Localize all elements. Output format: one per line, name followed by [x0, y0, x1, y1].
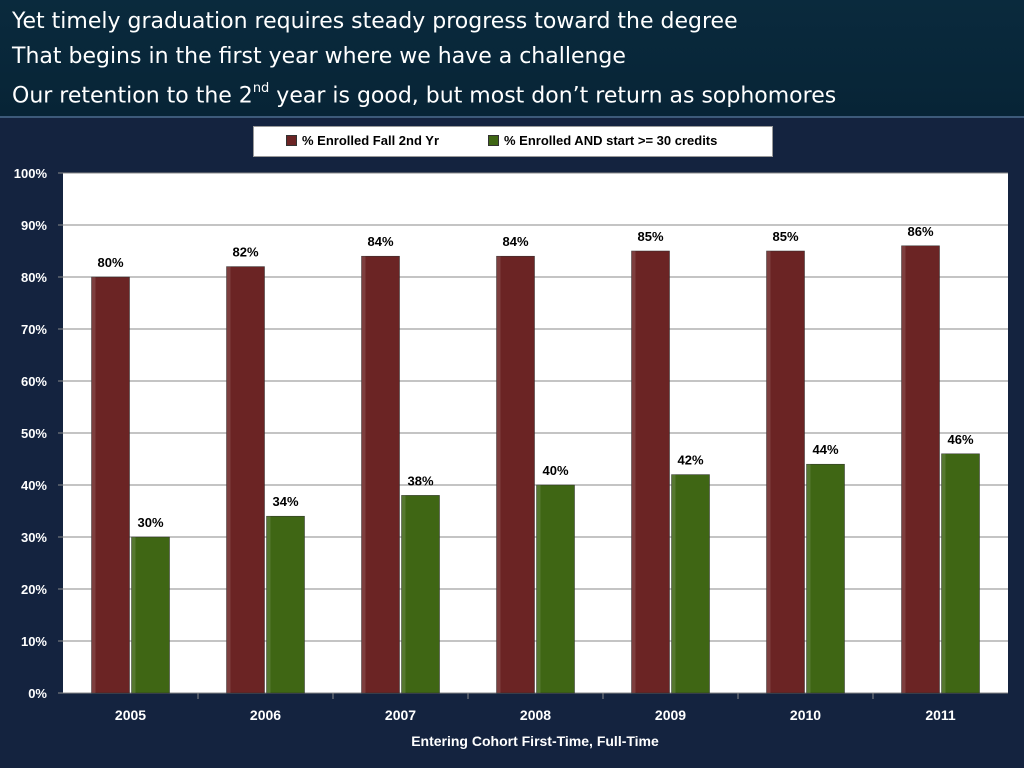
bar-series-1 [631, 250, 670, 694]
data-label: 84% [502, 234, 528, 249]
bar-series-1 [766, 250, 805, 694]
x-tick-label: 2009 [655, 707, 686, 723]
title-line-3-prefix: Our retention to the 2 [12, 83, 253, 109]
data-label: 34% [272, 494, 298, 509]
y-tick-label: 0% [28, 686, 47, 701]
bar-series-1 [91, 276, 130, 694]
bar-series-1 [496, 255, 535, 694]
bar-highlight [131, 537, 136, 693]
y-axis-ticks: 0% 10% 20% 30% 40% 50% 60% 70% 80% 90% 100% [14, 166, 1008, 701]
bar-highlight [806, 464, 811, 693]
legend-label-series-2: % Enrolled AND start >= 30 credits [504, 133, 718, 148]
bar-series-2 [266, 515, 305, 694]
y-tick-label: 70% [21, 322, 47, 337]
title-line-3-suffix: year is good, but most don’t return as s… [269, 83, 837, 109]
y-tick-label: 50% [21, 426, 47, 441]
data-label: 82% [232, 245, 258, 260]
y-tick-label: 40% [21, 478, 47, 493]
x-axis-title: Entering Cohort First-Time, Full-Time [411, 733, 659, 749]
data-label: 85% [637, 229, 663, 244]
data-label: 30% [137, 515, 163, 530]
data-label: 85% [772, 229, 798, 244]
data-label: 86% [907, 224, 933, 239]
bar-highlight [766, 251, 771, 693]
bar-highlight [496, 256, 501, 693]
bar-highlight [361, 256, 366, 693]
y-tick-label: 20% [21, 582, 47, 597]
data-label: 44% [812, 442, 838, 457]
legend-item-series-2: % Enrolled AND start >= 30 credits [488, 133, 717, 148]
legend-swatch-series-2 [488, 135, 499, 146]
x-tick-label: 2008 [520, 707, 551, 723]
x-tick-label: 2007 [385, 707, 416, 723]
bar-highlight [91, 277, 96, 693]
y-tick-label: 80% [21, 270, 47, 285]
x-tick-label: 2010 [790, 707, 821, 723]
bar-highlight [266, 516, 271, 693]
plot-area [63, 173, 1008, 693]
bar-highlight [401, 495, 406, 693]
bar-series-1 [226, 266, 265, 694]
gridlines [63, 172, 1008, 642]
data-label: 46% [947, 432, 973, 447]
bar-series-2 [536, 484, 575, 694]
data-label: 40% [542, 463, 568, 478]
bar-series-2 [671, 474, 710, 694]
data-label: 80% [97, 255, 123, 270]
title-line-2: That begins in the first year where we h… [12, 44, 626, 69]
y-tick-label: 30% [21, 530, 47, 545]
chart-legend: % Enrolled Fall 2nd Yr % Enrolled AND st… [253, 126, 773, 157]
x-tick-label: 2006 [250, 707, 281, 723]
bar-highlight [671, 474, 676, 693]
bar-series-2 [131, 536, 170, 694]
bar-highlight [901, 245, 906, 694]
title-line-1: Yet timely graduation requires steady pr… [12, 9, 738, 34]
bar-highlight [941, 453, 946, 693]
y-tick-label: 90% [21, 218, 47, 233]
x-tick-label: 2011 [925, 707, 956, 723]
legend-swatch-series-1 [286, 135, 297, 146]
bar-series-2 [806, 463, 845, 694]
bar-series-1 [901, 245, 940, 694]
slide-header: Yet timely graduation requires steady pr… [0, 0, 1024, 118]
bar-highlight [631, 251, 636, 693]
x-axis-ticks: 2005 2006 2007 2008 2009 2010 2011 [115, 693, 956, 723]
data-label: 42% [677, 453, 703, 468]
data-label: 84% [367, 234, 393, 249]
y-tick-label: 10% [21, 634, 47, 649]
bars: 80% 30% 82% 34% 84% 38% 84% 40% 85% 42% 85% 44% 86% 4… [91, 224, 980, 694]
y-tick-label: 60% [21, 374, 47, 389]
x-tick-label: 2005 [115, 707, 146, 723]
legend-item-series-1: % Enrolled Fall 2nd Yr [286, 133, 439, 148]
data-label: 38% [407, 473, 433, 488]
bar-series-2 [401, 495, 440, 694]
title-line-3: Our retention to the 2nd year is good, b… [12, 78, 836, 109]
bar-series-2 [941, 453, 980, 694]
legend-label-series-1: % Enrolled Fall 2nd Yr [302, 133, 440, 148]
bar-highlight [536, 485, 541, 693]
y-tick-label: 100% [14, 166, 48, 181]
bar-highlight [226, 266, 231, 693]
title-line-3-superscript: nd [252, 81, 270, 96]
bar-series-1 [361, 255, 400, 694]
